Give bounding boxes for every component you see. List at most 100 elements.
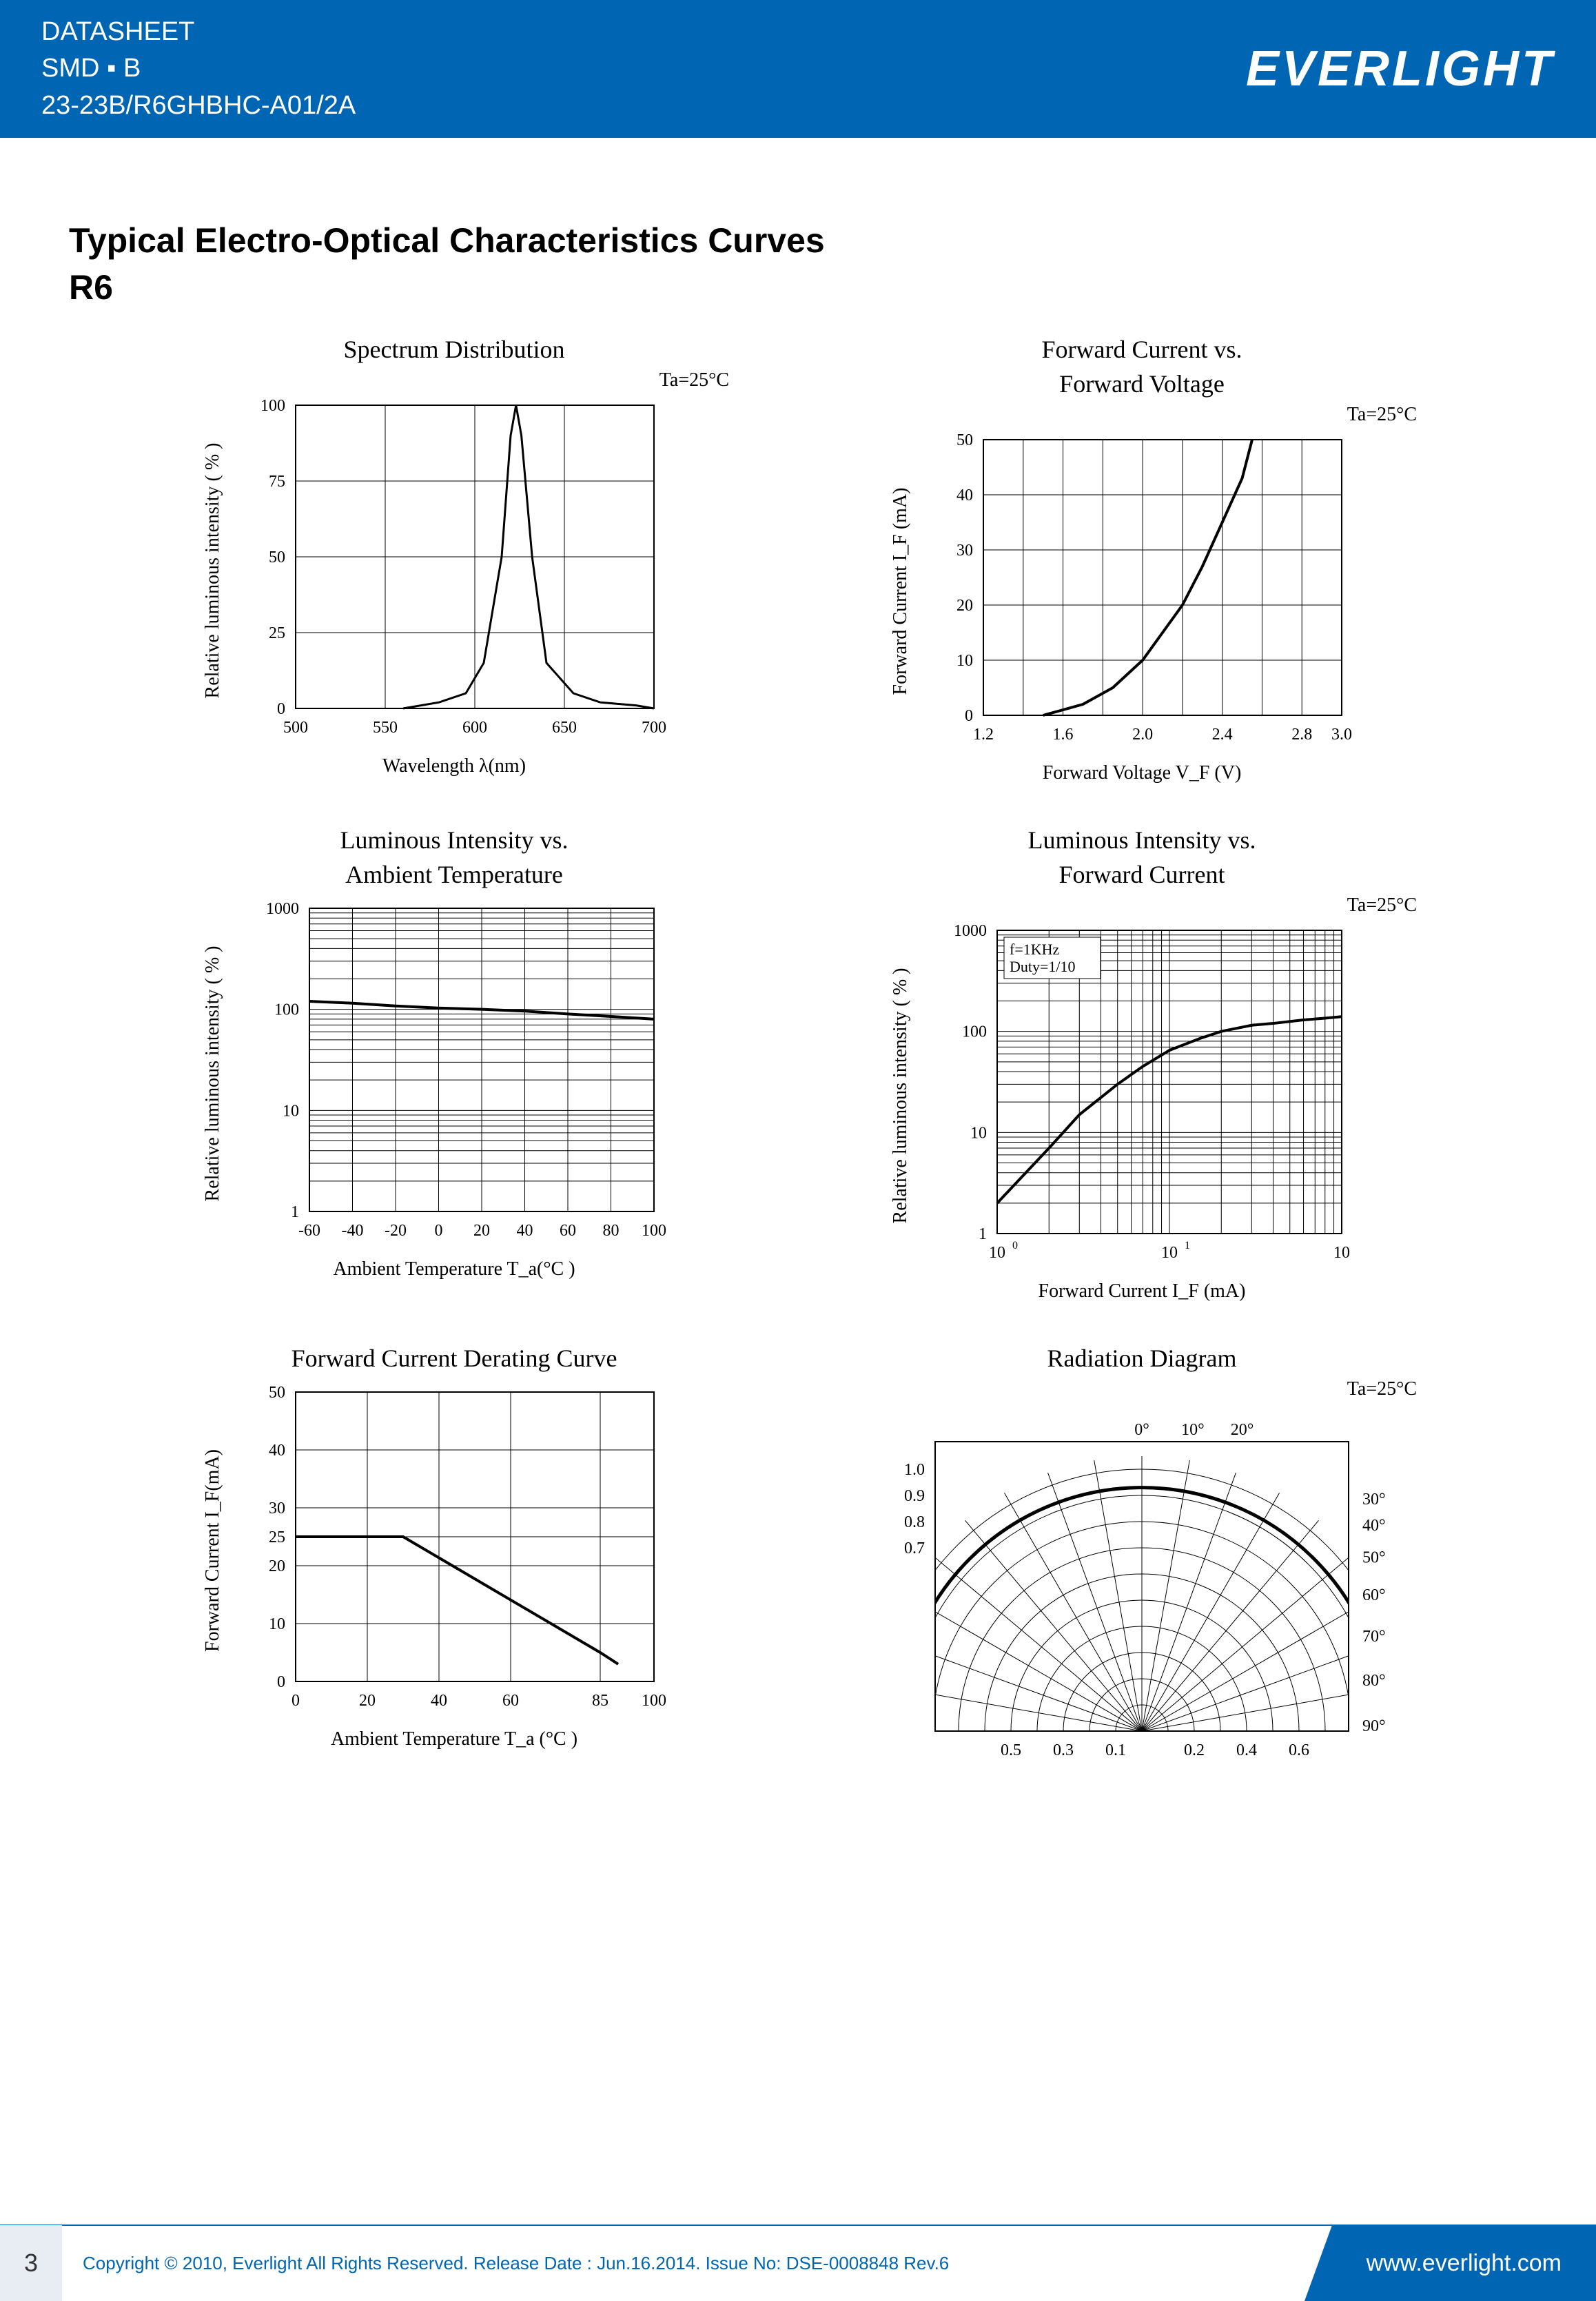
chart-derating: Forward Current Derating Curve Forward C…: [152, 1344, 757, 1772]
svg-text:75: 75: [269, 473, 285, 491]
svg-text:f=1KHz: f=1KHz: [1010, 941, 1060, 958]
svg-text:90°: 90°: [1362, 1717, 1386, 1735]
svg-text:100: 100: [962, 1023, 987, 1041]
svg-text:80: 80: [603, 1222, 620, 1240]
svg-text:25: 25: [269, 1528, 285, 1546]
chart2-svg: 1.21.62.02.42.83.001020304050: [928, 426, 1355, 757]
chart4-xlabel: Forward Current I_F (mA): [1039, 1280, 1246, 1302]
chart3-xlabel: Ambient Temperature T_a(°C ): [333, 1258, 575, 1280]
chart5-svg: 0204060851000102025304050: [241, 1378, 668, 1723]
svg-text:60: 60: [502, 1692, 519, 1710]
svg-text:60: 60: [560, 1222, 576, 1240]
page-title: Typical Electro-Optical Characteristics …: [69, 221, 1527, 260]
svg-text:0.9: 0.9: [904, 1487, 925, 1505]
svg-text:30: 30: [956, 542, 973, 560]
header-line2: SMD ▪ B: [41, 50, 356, 87]
svg-text:20: 20: [269, 1557, 285, 1575]
svg-text:100: 100: [642, 1222, 666, 1240]
chart4-svg: 1101001000100101102f=1KHzDuty=1/10: [928, 917, 1355, 1275]
svg-text:1.6: 1.6: [1053, 726, 1074, 744]
svg-text:1.0: 1.0: [904, 1461, 925, 1479]
svg-text:1.2: 1.2: [973, 726, 994, 744]
brand-logo: EVERLIGHT: [1246, 41, 1555, 97]
svg-text:-40: -40: [342, 1222, 364, 1240]
footer-copyright: Copyright © 2010, Everlight All Rights R…: [62, 2253, 1332, 2274]
chart2-title1: Forward Current vs.: [1042, 335, 1242, 364]
svg-text:1: 1: [291, 1203, 299, 1221]
svg-text:0: 0: [1012, 1240, 1018, 1251]
svg-text:40: 40: [431, 1692, 447, 1710]
svg-text:0.2: 0.2: [1184, 1741, 1205, 1759]
svg-text:0.3: 0.3: [1053, 1741, 1074, 1759]
chart3-ylabel: Relative luminous intensity ( % ): [202, 946, 224, 1202]
page-subtitle: R6: [69, 267, 1527, 307]
svg-text:2.8: 2.8: [1291, 726, 1312, 744]
chart1-ylabel: Relative luminous intensity ( % ): [202, 443, 224, 699]
main-content: Typical Electro-Optical Characteristics …: [0, 138, 1596, 1800]
charts-grid: Spectrum Distribution Ta=25°C Relative l…: [69, 335, 1527, 1772]
chart1-xlabel: Wavelength λ(nm): [382, 755, 526, 777]
svg-text:-20: -20: [385, 1222, 407, 1240]
chart1-svg: 5005506006507000255075100: [241, 391, 668, 750]
svg-text:10: 10: [956, 652, 973, 670]
svg-text:0.5: 0.5: [1001, 1741, 1021, 1759]
svg-text:25: 25: [269, 624, 285, 642]
svg-text:0: 0: [277, 700, 285, 718]
svg-text:100: 100: [260, 397, 285, 415]
svg-text:100: 100: [274, 1001, 299, 1019]
chart3-title2: Ambient Temperature: [345, 860, 563, 889]
svg-text:0: 0: [291, 1692, 300, 1710]
chart2-title2: Forward Voltage: [1059, 369, 1225, 398]
svg-text:650: 650: [552, 719, 577, 737]
svg-text:40: 40: [269, 1442, 285, 1460]
chart-radiation: Radiation Diagram Ta=25°C 0°10°20°30°40°…: [839, 1344, 1444, 1772]
svg-text:0.1: 0.1: [1105, 1741, 1126, 1759]
svg-text:100: 100: [642, 1692, 666, 1710]
footer-url: www.everlight.com: [1332, 2225, 1596, 2301]
header-line3: 23-23B/R6GHBHC-A01/2A: [41, 88, 356, 124]
svg-text:1000: 1000: [954, 922, 987, 940]
svg-text:50°: 50°: [1362, 1549, 1386, 1567]
svg-text:2.0: 2.0: [1132, 726, 1153, 744]
svg-text:0.6: 0.6: [1289, 1741, 1309, 1759]
svg-text:1: 1: [1185, 1240, 1190, 1251]
svg-text:50: 50: [956, 431, 973, 449]
chart3-title1: Luminous Intensity vs.: [340, 826, 569, 855]
svg-text:40°: 40°: [1362, 1517, 1386, 1535]
svg-text:10: 10: [283, 1102, 299, 1120]
svg-text:20°: 20°: [1231, 1421, 1254, 1439]
chart5-ylabel: Forward Current I_F(mA): [202, 1449, 224, 1652]
chart-lum-current: Luminous Intensity vs. Forward Current T…: [839, 826, 1444, 1302]
chart5-xlabel: Ambient Temperature T_a (°C ): [331, 1728, 577, 1750]
svg-text:3.0: 3.0: [1331, 726, 1352, 744]
svg-text:550: 550: [373, 719, 398, 737]
chart-iv: Forward Current vs. Forward Voltage Ta=2…: [839, 335, 1444, 784]
svg-text:0°: 0°: [1134, 1421, 1149, 1439]
svg-text:85: 85: [592, 1692, 608, 1710]
chart2-ylabel: Forward Current I_F (mA): [890, 488, 912, 695]
chart4-title2: Forward Current: [1059, 860, 1225, 889]
svg-text:0: 0: [435, 1222, 443, 1240]
svg-text:30: 30: [269, 1500, 285, 1517]
svg-text:-60: -60: [298, 1222, 320, 1240]
svg-text:40: 40: [956, 487, 973, 504]
svg-text:10°: 10°: [1181, 1421, 1205, 1439]
svg-text:20: 20: [473, 1222, 490, 1240]
chart2-annot: Ta=25°C: [839, 404, 1444, 426]
chart6-title: Radiation Diagram: [1047, 1344, 1237, 1373]
page-number: 3: [0, 2225, 62, 2301]
svg-text:60°: 60°: [1362, 1586, 1386, 1604]
chart6-svg: 0°10°20°30°40°50°60°70°80°90°1.00.90.80.…: [887, 1400, 1397, 1772]
svg-text:0.8: 0.8: [904, 1513, 925, 1531]
svg-text:10: 10: [1161, 1244, 1178, 1262]
svg-text:10: 10: [269, 1615, 285, 1633]
chart-lum-temp: Luminous Intensity vs. Ambient Temperatu…: [152, 826, 757, 1302]
svg-text:500: 500: [283, 719, 308, 737]
svg-text:0.7: 0.7: [904, 1540, 925, 1557]
svg-text:50: 50: [269, 549, 285, 566]
svg-text:0: 0: [965, 707, 973, 725]
chart4-annot: Ta=25°C: [839, 894, 1444, 917]
svg-text:20: 20: [956, 597, 973, 615]
svg-text:600: 600: [462, 719, 487, 737]
chart-spectrum: Spectrum Distribution Ta=25°C Relative l…: [152, 335, 757, 784]
